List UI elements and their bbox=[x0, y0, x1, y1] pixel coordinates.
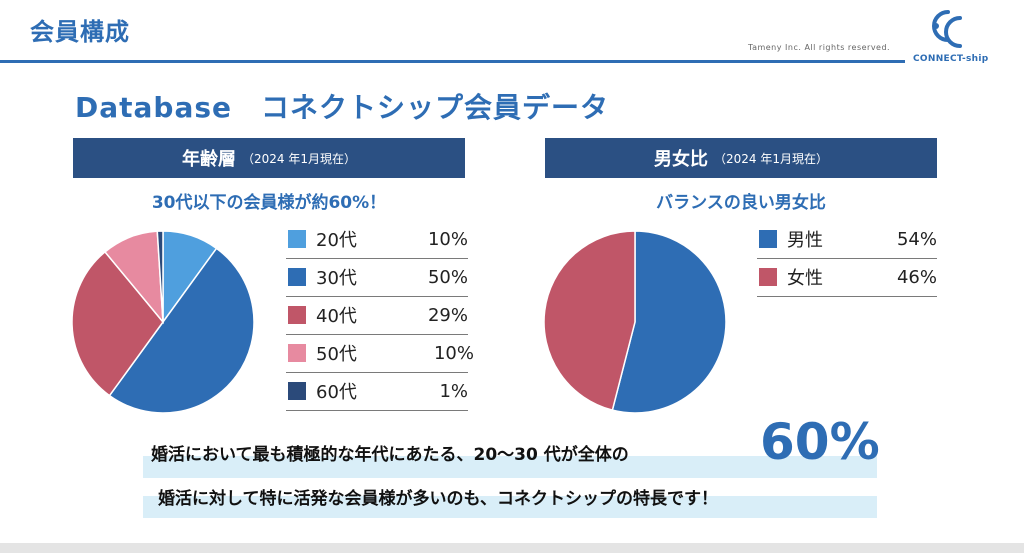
legend-row-60s: 60代 1% bbox=[286, 372, 468, 411]
legend-swatch bbox=[288, 268, 306, 286]
gender-pie-slice-1 bbox=[543, 230, 636, 412]
age-panel-date: （2024 年1月現在） bbox=[242, 151, 356, 166]
legend-row-40s: 40代 29% bbox=[286, 296, 468, 335]
legend-label: 60代 bbox=[316, 382, 357, 403]
legend-label: 20代 bbox=[316, 230, 357, 251]
age-subtitle: 30代以下の会員様が約60%！ bbox=[151, 193, 387, 213]
page-title: 会員構成 bbox=[30, 18, 130, 46]
message-line-1: 婚活において最も積極的な年代にあたる、20〜30 代が全体の bbox=[151, 445, 629, 465]
legend-row-female: 女性 46% bbox=[757, 258, 937, 297]
age-pie-slice-2 bbox=[71, 250, 164, 397]
legend-row-male: 男性 54% bbox=[757, 220, 937, 259]
section-title: Database コネクトシップ会員データ bbox=[75, 91, 610, 124]
legend-label: 50代 bbox=[316, 344, 357, 365]
highlight-60-percent: 60% bbox=[760, 413, 880, 471]
connect-ship-logo-icon bbox=[932, 10, 962, 48]
legend-value: 54% bbox=[896, 228, 937, 250]
legend-label: 30代 bbox=[316, 268, 357, 289]
gender-panel-title: 男女比 bbox=[654, 149, 708, 170]
legend-label: 女性 bbox=[787, 268, 823, 289]
copyright-text: Tameny Inc. All rights reserved. bbox=[748, 43, 891, 52]
legend-label: 40代 bbox=[316, 306, 357, 327]
legend-swatch bbox=[759, 230, 777, 248]
legend-value: 29% bbox=[427, 304, 468, 326]
legend-swatch bbox=[288, 344, 306, 362]
legend-value: 50% bbox=[427, 266, 468, 288]
legend-value: 10% bbox=[427, 228, 468, 250]
legend-swatch bbox=[288, 306, 306, 324]
gender-panel-date: （2024 年1月現在） bbox=[714, 151, 828, 166]
header-divider bbox=[0, 60, 905, 63]
legend-row-20s: 20代 10% bbox=[286, 220, 468, 259]
legend-swatch bbox=[288, 382, 306, 400]
message-highlight-band bbox=[143, 496, 877, 518]
legend-swatch bbox=[288, 230, 306, 248]
age-pie-chart bbox=[71, 230, 255, 414]
legend-row-30s: 30代 50% bbox=[286, 258, 468, 297]
age-pie-slice-4 bbox=[156, 230, 164, 323]
legend-row-50s: 50代 10% bbox=[286, 334, 474, 373]
gender-pie-slice-0 bbox=[611, 230, 727, 414]
gender-subtitle: バランスの良い男女比 bbox=[656, 193, 826, 213]
legend-label: 男性 bbox=[787, 230, 823, 251]
age-panel-title: 年齢層 bbox=[182, 149, 236, 170]
legend-value: 10% bbox=[433, 342, 474, 364]
age-pie-slice-1 bbox=[108, 247, 255, 414]
legend-value: 46% bbox=[896, 266, 937, 288]
message-highlight-band bbox=[143, 456, 877, 478]
logo-text: CONNECT-ship bbox=[913, 54, 989, 64]
bottom-strip bbox=[0, 543, 1024, 553]
gender-panel-header: 男女比 （2024 年1月現在） bbox=[545, 138, 937, 178]
message-line-2: 婚活に対して特に活発な会員様が多いのも、コネクトシップの特長です！ bbox=[158, 489, 718, 509]
gender-pie-chart bbox=[543, 230, 727, 414]
legend-swatch bbox=[759, 268, 777, 286]
age-panel-header: 年齢層 （2024 年1月現在） bbox=[73, 138, 465, 178]
legend-value: 1% bbox=[439, 380, 468, 402]
